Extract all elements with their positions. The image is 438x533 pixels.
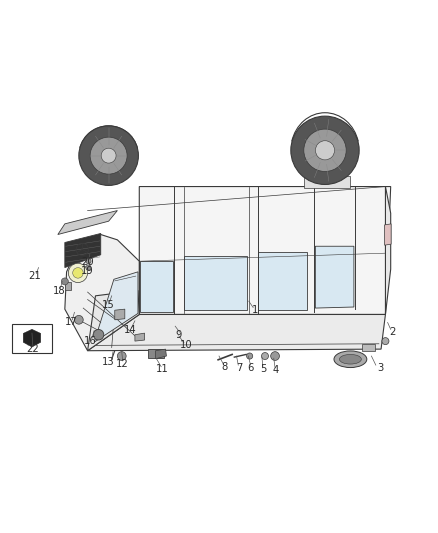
Circle shape [117, 352, 126, 360]
Circle shape [93, 329, 104, 340]
Text: 22: 22 [26, 344, 39, 354]
Polygon shape [184, 256, 247, 310]
Circle shape [86, 265, 91, 270]
Polygon shape [148, 349, 164, 358]
Polygon shape [385, 224, 391, 245]
Text: 2: 2 [389, 327, 395, 336]
Circle shape [61, 278, 68, 285]
Circle shape [68, 263, 88, 282]
Circle shape [101, 148, 116, 163]
Text: 8: 8 [222, 362, 228, 372]
Text: 7: 7 [236, 363, 242, 373]
Polygon shape [315, 246, 354, 308]
Circle shape [86, 259, 91, 264]
Text: 13: 13 [102, 358, 115, 367]
Circle shape [304, 129, 346, 172]
Polygon shape [139, 187, 391, 314]
Circle shape [261, 352, 268, 360]
Circle shape [247, 353, 253, 359]
Text: 4: 4 [273, 366, 279, 375]
Text: 9: 9 [176, 330, 182, 340]
Polygon shape [155, 349, 166, 359]
Polygon shape [88, 290, 139, 351]
Circle shape [90, 137, 127, 174]
Text: 21: 21 [28, 271, 42, 281]
Text: 3: 3 [377, 363, 383, 373]
Text: 12: 12 [115, 359, 128, 368]
Text: 14: 14 [124, 326, 137, 335]
Text: 19: 19 [81, 266, 94, 276]
Polygon shape [23, 329, 41, 347]
Text: 11: 11 [155, 364, 169, 374]
Text: 1: 1 [252, 305, 258, 315]
Polygon shape [58, 211, 117, 235]
Bar [12, 324, 52, 353]
Polygon shape [140, 261, 173, 312]
Text: 15: 15 [102, 300, 115, 310]
Polygon shape [115, 309, 125, 320]
Polygon shape [94, 272, 138, 342]
Polygon shape [65, 233, 101, 268]
Ellipse shape [339, 354, 361, 364]
Circle shape [271, 352, 279, 360]
Circle shape [291, 116, 359, 184]
Polygon shape [65, 235, 139, 351]
Text: 18: 18 [53, 286, 65, 296]
Text: 10: 10 [180, 341, 192, 350]
Polygon shape [258, 252, 307, 310]
Text: 16: 16 [84, 336, 97, 346]
Text: 5: 5 [261, 364, 267, 374]
Polygon shape [135, 333, 145, 341]
Text: 17: 17 [64, 318, 78, 327]
Polygon shape [88, 314, 385, 351]
Polygon shape [385, 187, 391, 314]
Circle shape [79, 126, 138, 185]
Polygon shape [65, 282, 71, 290]
Circle shape [74, 316, 83, 324]
Text: 20: 20 [81, 257, 94, 267]
Circle shape [315, 141, 335, 160]
Polygon shape [304, 176, 350, 188]
Circle shape [382, 337, 389, 345]
Polygon shape [362, 344, 375, 351]
Text: 6: 6 [247, 363, 254, 373]
Ellipse shape [334, 351, 367, 368]
Circle shape [73, 268, 83, 278]
